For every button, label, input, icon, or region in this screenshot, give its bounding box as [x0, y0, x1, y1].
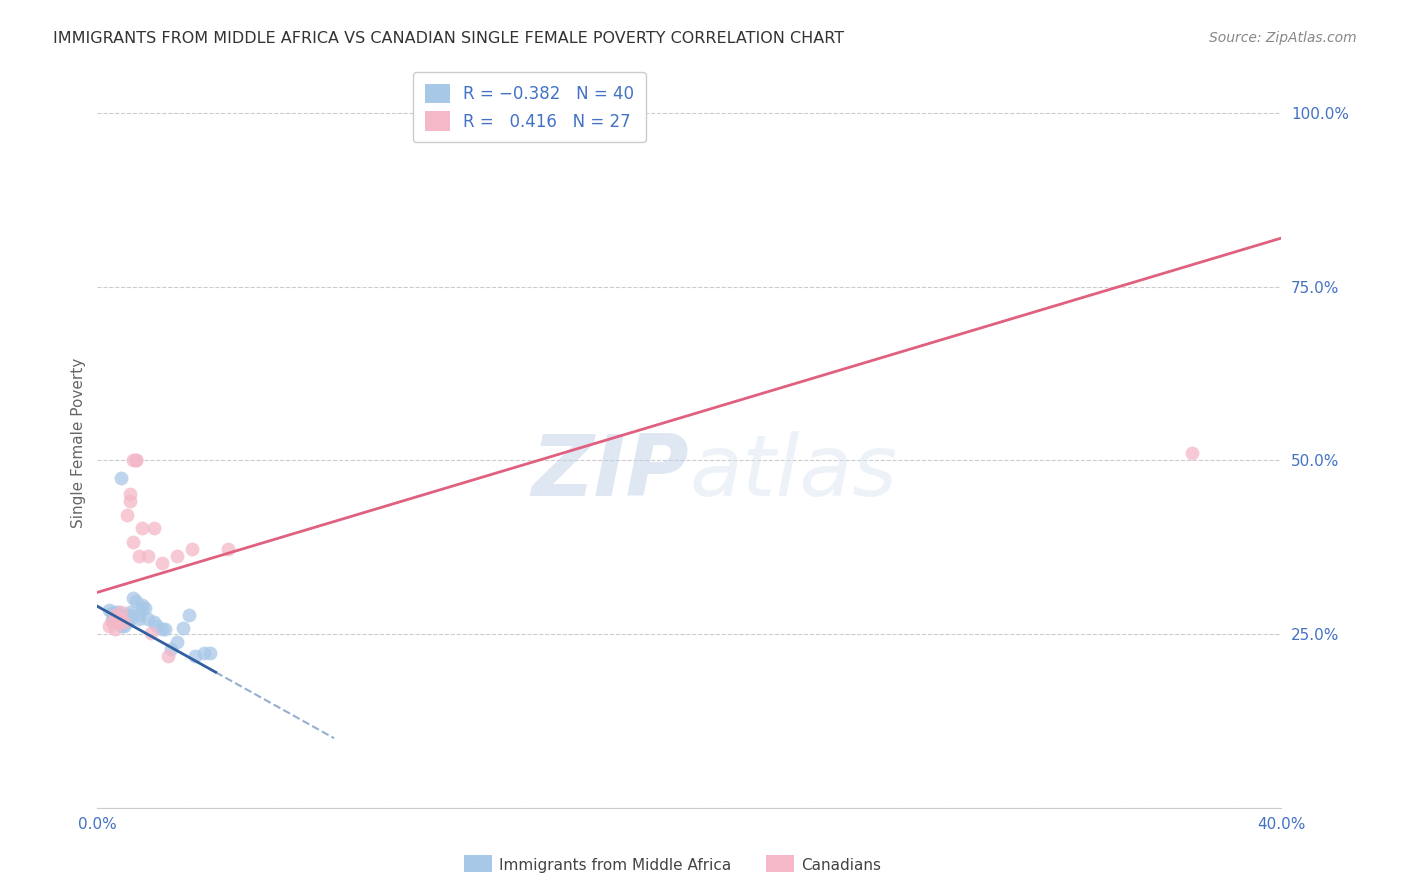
- Point: [181, 542, 204, 557]
- Point: [110, 607, 132, 622]
- Point: [104, 605, 127, 619]
- Point: [110, 612, 132, 626]
- Point: [107, 605, 129, 619]
- Point: [142, 615, 165, 629]
- Point: [131, 601, 153, 615]
- Point: [98, 618, 121, 632]
- Point: [112, 618, 135, 632]
- Point: [101, 613, 124, 627]
- Point: [104, 607, 127, 622]
- Point: [152, 622, 174, 636]
- Point: [101, 615, 124, 630]
- Point: [115, 607, 138, 622]
- Point: [115, 615, 138, 629]
- Point: [193, 647, 215, 661]
- Point: [198, 647, 221, 661]
- Text: ZIP: ZIP: [531, 431, 689, 514]
- Point: [177, 607, 200, 622]
- Point: [112, 615, 135, 629]
- Point: [110, 612, 132, 626]
- Point: [112, 615, 135, 630]
- Point: [131, 598, 153, 612]
- Point: [98, 603, 121, 617]
- Text: Source: ZipAtlas.com: Source: ZipAtlas.com: [1209, 31, 1357, 45]
- Point: [128, 607, 150, 622]
- Y-axis label: Single Female Poverty: Single Female Poverty: [72, 358, 86, 528]
- Point: [115, 508, 138, 522]
- Point: [145, 618, 167, 632]
- Point: [136, 549, 159, 564]
- Point: [107, 611, 129, 625]
- Point: [121, 535, 143, 549]
- Point: [110, 471, 132, 485]
- Point: [134, 601, 156, 615]
- Text: Canadians: Canadians: [801, 858, 882, 872]
- Point: [104, 611, 127, 625]
- Point: [115, 612, 138, 626]
- Point: [184, 649, 207, 664]
- Point: [118, 605, 141, 619]
- Point: [166, 635, 188, 649]
- Point: [136, 612, 159, 626]
- Point: [152, 556, 174, 570]
- Point: [142, 521, 165, 535]
- Point: [166, 549, 188, 564]
- Point: [121, 453, 143, 467]
- Point: [125, 453, 148, 467]
- Point: [172, 622, 194, 636]
- Point: [101, 606, 124, 620]
- Point: [217, 542, 239, 557]
- Text: Immigrants from Middle Africa: Immigrants from Middle Africa: [499, 858, 731, 872]
- Point: [131, 521, 153, 535]
- Point: [118, 487, 141, 501]
- Text: atlas: atlas: [689, 431, 897, 514]
- Point: [139, 625, 162, 640]
- Point: [110, 618, 132, 632]
- Point: [125, 594, 148, 608]
- Point: [125, 453, 148, 467]
- Point: [107, 615, 129, 629]
- Point: [104, 607, 127, 622]
- Legend: R = −0.382   N = 40, R =   0.416   N = 27: R = −0.382 N = 40, R = 0.416 N = 27: [413, 72, 645, 143]
- Point: [118, 493, 141, 508]
- Point: [155, 622, 177, 636]
- Point: [1181, 446, 1204, 460]
- Point: [107, 612, 129, 626]
- Point: [118, 612, 141, 626]
- Point: [157, 649, 180, 664]
- Point: [104, 622, 127, 636]
- Point: [107, 615, 129, 630]
- Point: [160, 642, 183, 657]
- Point: [118, 608, 141, 623]
- Point: [110, 605, 132, 619]
- Point: [128, 549, 150, 564]
- Text: IMMIGRANTS FROM MIDDLE AFRICA VS CANADIAN SINGLE FEMALE POVERTY CORRELATION CHAR: IMMIGRANTS FROM MIDDLE AFRICA VS CANADIA…: [53, 31, 845, 46]
- Point: [128, 612, 150, 626]
- Point: [121, 591, 143, 605]
